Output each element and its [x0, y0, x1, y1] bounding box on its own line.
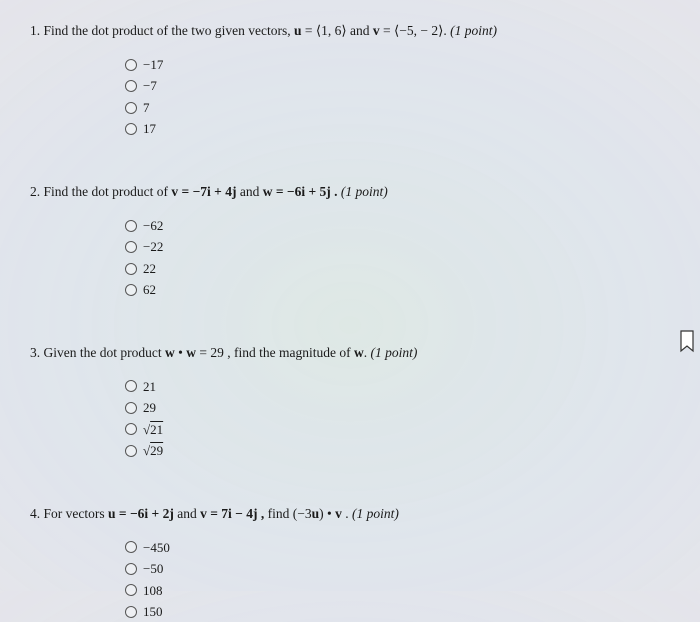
- q3-number: 3.: [30, 345, 40, 360]
- option-label: −50: [143, 559, 163, 579]
- option-label: 29: [143, 398, 156, 418]
- q3-option-b[interactable]: 29: [125, 398, 670, 418]
- radio-icon[interactable]: [125, 80, 137, 92]
- option-label: 150: [143, 602, 163, 622]
- radio-icon[interactable]: [125, 123, 137, 135]
- q2-option-b[interactable]: −22: [125, 237, 670, 257]
- radio-icon[interactable]: [125, 445, 137, 457]
- option-label: 22: [143, 259, 156, 279]
- question-4: 4. For vectors u = −6i + 2j and v = 7i −…: [30, 505, 670, 622]
- radio-icon[interactable]: [125, 402, 137, 414]
- q1-options: −17 −7 7 17: [30, 55, 670, 139]
- radio-icon[interactable]: [125, 59, 137, 71]
- radio-icon[interactable]: [125, 241, 137, 253]
- question-1-text: 1. Find the dot product of the two given…: [30, 22, 670, 41]
- q3-option-c[interactable]: √21: [125, 420, 670, 440]
- option-label: −62: [143, 216, 163, 236]
- option-label: −22: [143, 237, 163, 257]
- option-label: 17: [143, 119, 156, 139]
- question-3-text: 3. Given the dot product w • w = 29 , fi…: [30, 344, 670, 363]
- radio-icon[interactable]: [125, 606, 137, 618]
- q4-option-a[interactable]: −450: [125, 538, 670, 558]
- option-label: −17: [143, 55, 163, 75]
- q2-options: −62 −22 22 62: [30, 216, 670, 300]
- radio-icon[interactable]: [125, 263, 137, 275]
- radio-icon[interactable]: [125, 541, 137, 553]
- radio-icon[interactable]: [125, 584, 137, 596]
- q4-option-b[interactable]: −50: [125, 559, 670, 579]
- q4-number: 4.: [30, 506, 40, 521]
- option-label: √21: [143, 420, 163, 440]
- q4-option-c[interactable]: 108: [125, 581, 670, 601]
- q1-option-c[interactable]: 7: [125, 98, 670, 118]
- option-label: 21: [143, 377, 156, 397]
- radio-icon[interactable]: [125, 423, 137, 435]
- q1-option-b[interactable]: −7: [125, 76, 670, 96]
- question-2: 2. Find the dot product of v = −7i + 4j …: [30, 183, 670, 300]
- option-label: 62: [143, 280, 156, 300]
- radio-icon[interactable]: [125, 284, 137, 296]
- option-label: √29: [143, 441, 163, 461]
- question-3: 3. Given the dot product w • w = 29 , fi…: [30, 344, 670, 461]
- radio-icon[interactable]: [125, 220, 137, 232]
- radio-icon[interactable]: [125, 380, 137, 392]
- option-label: −7: [143, 76, 157, 96]
- q2-option-c[interactable]: 22: [125, 259, 670, 279]
- question-2-text: 2. Find the dot product of v = −7i + 4j …: [30, 183, 670, 202]
- q4-options: −450 −50 108 150: [30, 538, 670, 622]
- q1-number: 1.: [30, 23, 40, 38]
- q1-option-d[interactable]: 17: [125, 119, 670, 139]
- radio-icon[interactable]: [125, 102, 137, 114]
- bookmark-icon[interactable]: [680, 330, 694, 354]
- q2-option-d[interactable]: 62: [125, 280, 670, 300]
- question-4-text: 4. For vectors u = −6i + 2j and v = 7i −…: [30, 505, 670, 524]
- q4-option-d[interactable]: 150: [125, 602, 670, 622]
- option-label: 108: [143, 581, 163, 601]
- q2-number: 2.: [30, 184, 40, 199]
- option-label: −450: [143, 538, 170, 558]
- q1-option-a[interactable]: −17: [125, 55, 670, 75]
- q3-option-a[interactable]: 21: [125, 377, 670, 397]
- radio-icon[interactable]: [125, 563, 137, 575]
- q3-option-d[interactable]: √29: [125, 441, 670, 461]
- q3-options: 21 29 √21 √29: [30, 377, 670, 461]
- q2-option-a[interactable]: −62: [125, 216, 670, 236]
- option-label: 7: [143, 98, 150, 118]
- question-1: 1. Find the dot product of the two given…: [30, 22, 670, 139]
